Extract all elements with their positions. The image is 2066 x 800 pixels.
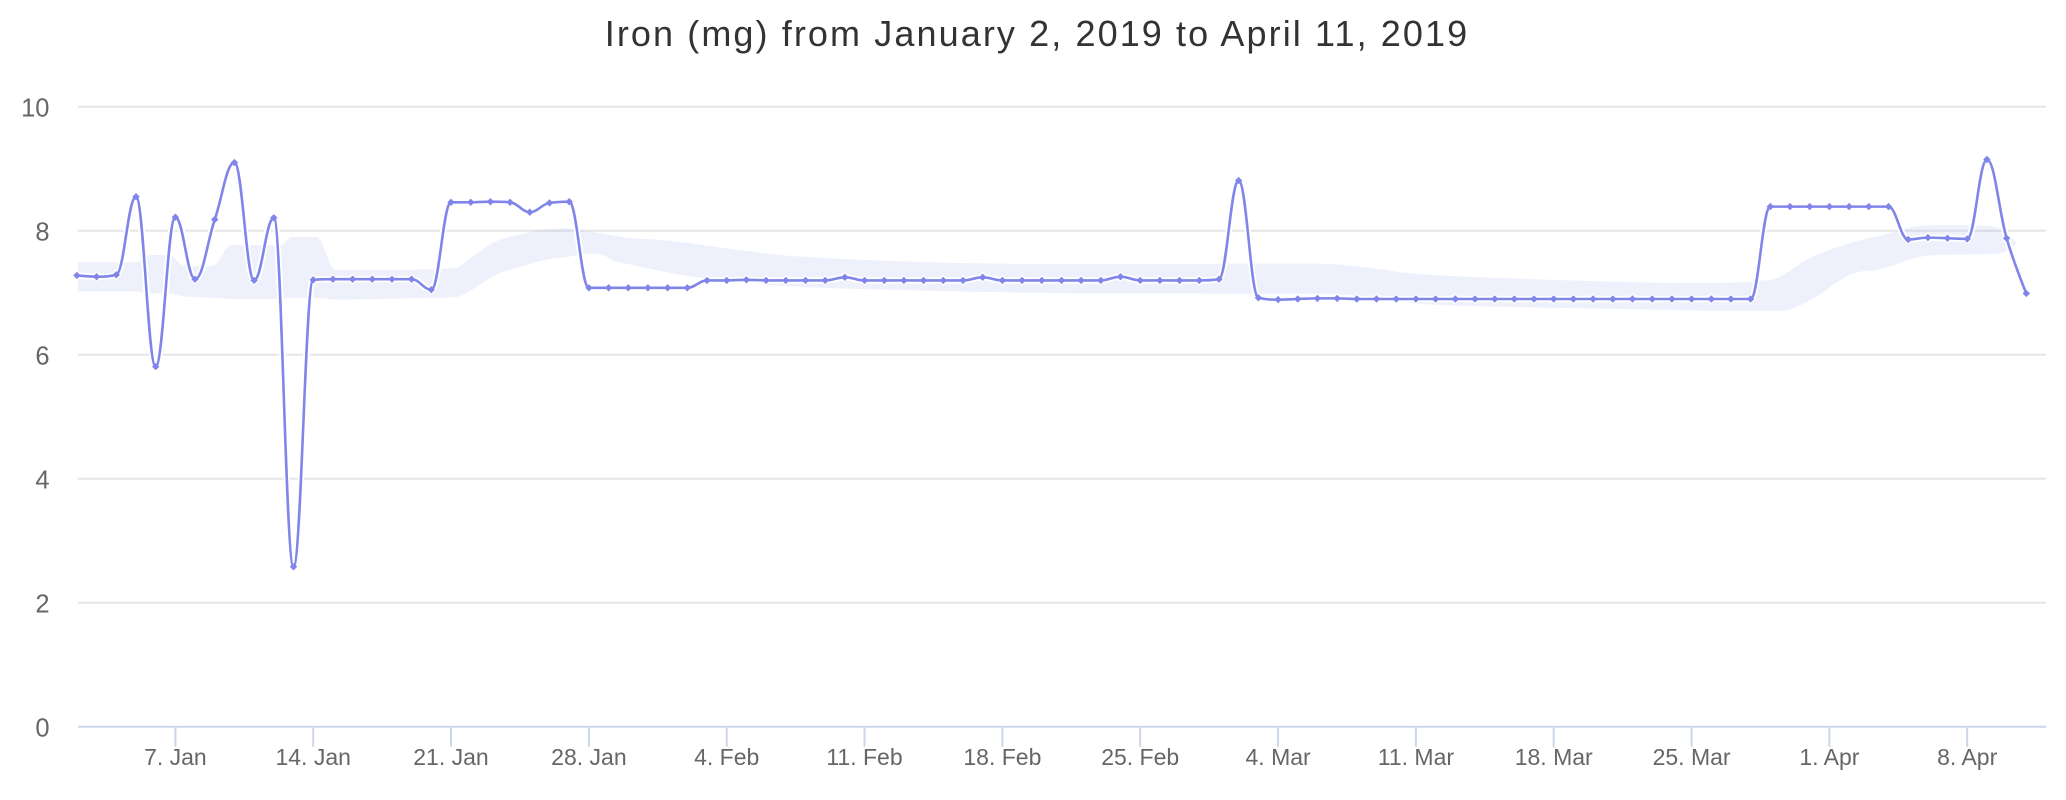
svg-text:10: 10 bbox=[21, 95, 49, 123]
svg-text:2: 2 bbox=[35, 591, 49, 619]
svg-text:25. Mar: 25. Mar bbox=[1653, 744, 1731, 770]
svg-text:7. Jan: 7. Jan bbox=[144, 744, 207, 770]
svg-text:14. Jan: 14. Jan bbox=[275, 744, 350, 770]
svg-text:11. Feb: 11. Feb bbox=[826, 744, 902, 770]
svg-text:6: 6 bbox=[35, 343, 49, 371]
svg-text:18. Mar: 18. Mar bbox=[1515, 744, 1593, 770]
svg-text:4: 4 bbox=[35, 467, 49, 495]
svg-text:18. Feb: 18. Feb bbox=[963, 744, 1041, 770]
svg-text:4. Feb: 4. Feb bbox=[694, 744, 759, 770]
svg-text:25. Feb: 25. Feb bbox=[1101, 744, 1179, 770]
svg-text:0: 0 bbox=[35, 715, 49, 743]
svg-text:8: 8 bbox=[35, 219, 49, 247]
svg-text:11. Mar: 11. Mar bbox=[1378, 744, 1455, 770]
svg-text:28. Jan: 28. Jan bbox=[551, 744, 626, 770]
svg-text:8. Apr: 8. Apr bbox=[1937, 744, 1997, 770]
svg-text:1. Apr: 1. Apr bbox=[1799, 744, 1859, 770]
svg-text:4. Mar: 4. Mar bbox=[1246, 744, 1312, 770]
svg-text:Iron (mg) from January 2, 2019: Iron (mg) from January 2, 2019 to April … bbox=[605, 13, 1470, 54]
svg-text:21. Jan: 21. Jan bbox=[413, 744, 488, 770]
